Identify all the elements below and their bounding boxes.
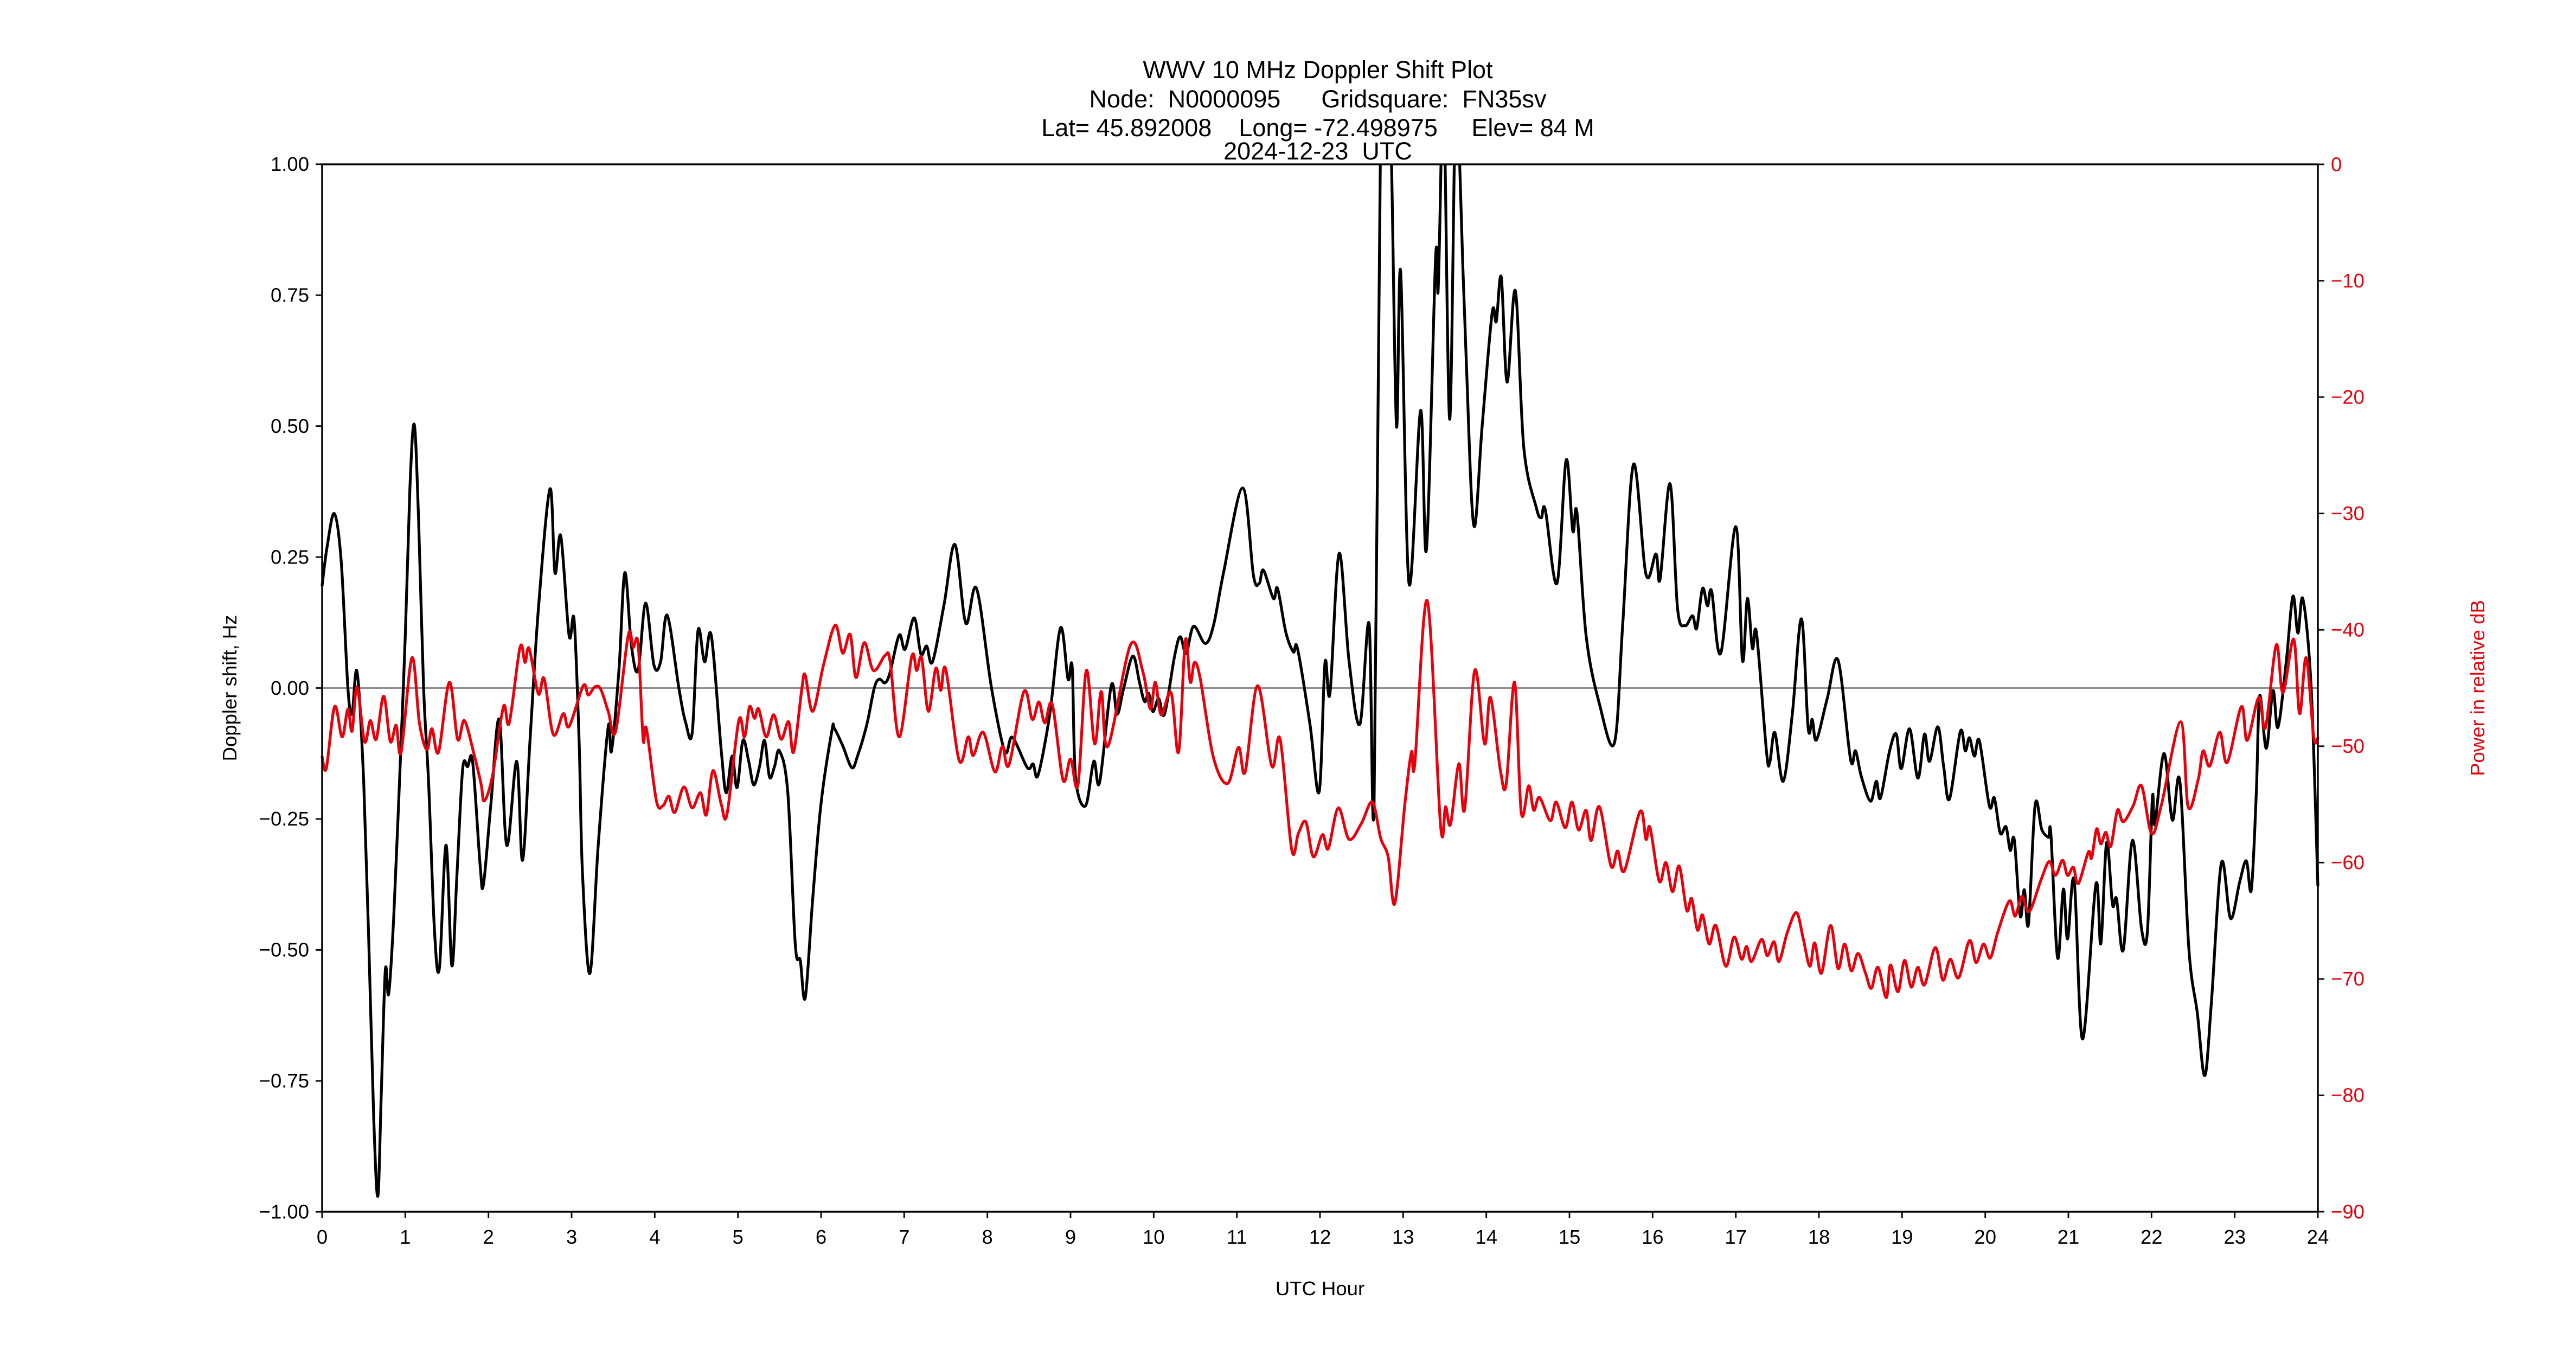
- svg-text:1: 1: [400, 1226, 411, 1248]
- svg-text:0.25: 0.25: [271, 546, 309, 568]
- svg-text:4: 4: [649, 1226, 660, 1248]
- svg-text:−70: −70: [2331, 968, 2364, 990]
- svg-text:0: 0: [2331, 153, 2342, 175]
- svg-text:17: 17: [1725, 1226, 1747, 1248]
- svg-text:10: 10: [1143, 1226, 1165, 1248]
- svg-text:0.75: 0.75: [271, 284, 309, 306]
- svg-text:−90: −90: [2331, 1200, 2364, 1223]
- svg-text:−50: −50: [2331, 735, 2364, 757]
- svg-text:3: 3: [566, 1226, 577, 1248]
- svg-text:15: 15: [1559, 1226, 1581, 1248]
- svg-text:13: 13: [1392, 1226, 1414, 1248]
- svg-text:−20: −20: [2331, 386, 2364, 408]
- svg-text:18: 18: [1808, 1226, 1830, 1248]
- svg-text:2024-12-23 UTC: 2024-12-23 UTC: [1223, 137, 1412, 165]
- svg-text:6: 6: [816, 1226, 826, 1248]
- svg-text:22: 22: [2141, 1226, 2163, 1248]
- svg-text:11: 11: [1227, 1226, 1247, 1248]
- svg-text:Node: N0000095 Gridsquar: Node: N0000095 Gridsquare: FN35sv: [1090, 85, 1547, 113]
- svg-text:UTC Hour: UTC Hour: [1276, 1277, 1364, 1300]
- svg-text:2: 2: [483, 1226, 494, 1248]
- svg-text:−0.25: −0.25: [259, 808, 309, 830]
- svg-text:1.00: 1.00: [271, 153, 309, 175]
- svg-text:−0.50: −0.50: [259, 939, 309, 961]
- svg-text:24: 24: [2307, 1226, 2329, 1248]
- svg-text:12: 12: [1309, 1226, 1331, 1248]
- svg-text:−80: −80: [2331, 1084, 2364, 1106]
- svg-text:8: 8: [982, 1226, 993, 1248]
- svg-text:7: 7: [899, 1226, 909, 1248]
- svg-text:0: 0: [317, 1226, 328, 1248]
- svg-text:14: 14: [1475, 1226, 1497, 1248]
- svg-text:WWV 10 MHz Doppler Shift Plot: WWV 10 MHz Doppler Shift Plot: [1143, 56, 1493, 84]
- svg-text:19: 19: [1891, 1226, 1913, 1248]
- svg-text:0.50: 0.50: [271, 415, 309, 437]
- svg-text:16: 16: [1642, 1226, 1664, 1248]
- svg-text:−1.00: −1.00: [259, 1201, 309, 1223]
- svg-text:Doppler shift, Hz: Doppler shift, Hz: [219, 615, 241, 762]
- svg-text:Power in relative dB: Power in relative dB: [2466, 600, 2489, 776]
- svg-text:−10: −10: [2331, 270, 2364, 292]
- svg-text:9: 9: [1065, 1226, 1076, 1248]
- svg-text:Lat= 45.892008 Long= -72.49: Lat= 45.892008 Long= -72.498975 Elev= 84…: [1041, 114, 1594, 142]
- svg-text:−0.75: −0.75: [259, 1070, 309, 1092]
- svg-text:−60: −60: [2331, 852, 2364, 874]
- svg-text:−30: −30: [2331, 502, 2364, 525]
- svg-text:0.00: 0.00: [271, 677, 309, 699]
- svg-text:23: 23: [2223, 1226, 2246, 1248]
- svg-text:−40: −40: [2331, 619, 2364, 641]
- svg-text:5: 5: [733, 1226, 744, 1248]
- svg-text:20: 20: [1974, 1226, 1996, 1248]
- svg-text:21: 21: [2058, 1226, 2080, 1248]
